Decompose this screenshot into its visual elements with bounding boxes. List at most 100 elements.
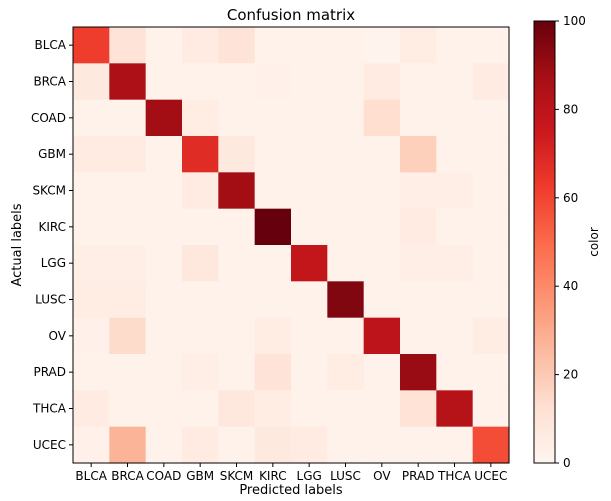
heatmap-cell-ucec-coad: [145, 426, 183, 464]
x-tick-label-blca: BLCA: [75, 469, 107, 483]
x-tick-label-brca: BRCA: [111, 469, 144, 483]
heatmap-cell-coad-thca: [436, 99, 474, 137]
heatmap-cell-lusc-lgg: [291, 281, 328, 319]
heatmap-cell-ov-ucec: [472, 317, 510, 355]
heatmap-cell-ucec-ov: [363, 426, 401, 464]
heatmap-cell-ucec-thca: [436, 426, 474, 464]
heatmap-cell-thca-gbm: [182, 390, 219, 428]
heatmap-cell-ucec-kirc: [254, 426, 292, 464]
heatmap-cell-ov-prad: [400, 317, 437, 355]
heatmap-cell-prad-lusc: [327, 354, 365, 391]
x-tick-label-skcm: SKCM: [220, 469, 254, 483]
x-axis-ticks: BLCA BRCA COAD GBM SKCM KIRC LGG LUSC OV PRAD THCA…: [75, 463, 507, 483]
heatmap-cell-prad-brca: [109, 354, 147, 391]
heatmap-cell-thca-prad: [400, 390, 437, 428]
chart-title: Confusion matrix: [227, 6, 355, 24]
y-tick-label-ucec: UCEC: [33, 438, 66, 452]
heatmap-cell-coad-lgg: [291, 99, 328, 137]
colorbar-tick-label-60: 60: [563, 191, 578, 205]
heatmap-cell-lgg-skcm: [218, 245, 256, 282]
heatmap-cell-kirc-coad: [145, 208, 183, 246]
y-tick-label-blca: BLCA: [34, 38, 66, 52]
heatmap-cell-brca-blca: [73, 63, 110, 101]
heatmap-cell-gbm-prad: [400, 136, 437, 173]
heatmap-cell-lusc-kirc: [254, 281, 292, 319]
heatmap-cell-coad-prad: [400, 99, 437, 137]
heatmap-cell-kirc-kirc: [254, 208, 292, 246]
heatmap-cell-kirc-skcm: [218, 208, 256, 246]
heatmap-cell-gbm-coad: [145, 136, 183, 173]
heatmap-cell-blca-lgg: [291, 27, 328, 64]
heatmap-cell-skcm-lgg: [291, 172, 328, 210]
heatmap-cell-thca-coad: [145, 390, 183, 428]
heatmap-cell-lgg-coad: [145, 245, 183, 282]
heatmap-cell-blca-skcm: [218, 27, 256, 64]
heatmap-cell-prad-skcm: [218, 354, 256, 391]
heatmap-cell-skcm-skcm: [218, 172, 256, 210]
heatmap-cell-coad-brca: [109, 99, 147, 137]
heatmap-cell-ov-coad: [145, 317, 183, 355]
heatmap-cell-prad-gbm: [182, 354, 219, 391]
x-tick-label-ucec: UCEC: [474, 469, 507, 483]
x-tick-label-thca: THCA: [437, 469, 472, 483]
heatmap-cell-blca-kirc: [254, 27, 292, 64]
heatmap-cell-lgg-lusc: [327, 245, 365, 282]
x-tick-label-lgg: LGG: [297, 469, 322, 483]
heatmap-cell-brca-lgg: [291, 63, 328, 101]
heatmap-cell-ov-gbm: [182, 317, 219, 355]
heatmap-cell-ov-lusc: [327, 317, 365, 355]
heatmap-cell-thca-blca: [73, 390, 110, 428]
heatmap-cell-coad-ucec: [472, 99, 510, 137]
heatmap-cell-coad-blca: [73, 99, 110, 137]
colorbar: [533, 20, 556, 464]
heatmap-cell-brca-ucec: [472, 63, 510, 101]
heatmap-cell-thca-ucec: [472, 390, 510, 428]
y-tick-label-kirc: KIRC: [38, 220, 66, 234]
colorbar-tick-label-20: 20: [563, 368, 578, 382]
y-tick-label-lusc: LUSC: [35, 293, 66, 307]
heatmap-cell-skcm-kirc: [254, 172, 292, 210]
heatmap-cell-ucec-blca: [73, 426, 110, 464]
heatmap-cell-skcm-gbm: [182, 172, 219, 210]
heatmap-cell-ov-brca: [109, 317, 147, 355]
heatmap-cell-brca-brca: [109, 63, 147, 101]
heatmap-cell-blca-ov: [363, 27, 401, 64]
heatmap-cell-kirc-blca: [73, 208, 110, 246]
heatmap-cell-brca-kirc: [254, 63, 292, 101]
heatmap-cell-lusc-brca: [109, 281, 147, 319]
heatmap-cell-lusc-thca: [436, 281, 474, 319]
heatmap-cell-blca-gbm: [182, 27, 219, 64]
heatmap-cell-thca-skcm: [218, 390, 256, 428]
plot-frame: [72, 26, 510, 464]
heatmap-cell-lgg-ucec: [472, 245, 510, 282]
heatmap-cell-skcm-ov: [363, 172, 401, 210]
heatmap-cell-gbm-lgg: [291, 136, 328, 173]
heatmap-cell-lusc-blca: [73, 281, 110, 319]
heatmap-cell-lusc-coad: [145, 281, 183, 319]
heatmap-cell-ov-skcm: [218, 317, 256, 355]
heatmap-cell-kirc-gbm: [182, 208, 219, 246]
colorbar-tick-label-40: 40: [563, 279, 578, 293]
heatmap-cell-ucec-lgg: [291, 426, 328, 464]
heatmap-cell-prad-blca: [73, 354, 110, 391]
heatmap-cell-ucec-brca: [109, 426, 147, 464]
heatmap-cell-blca-thca: [436, 27, 474, 64]
heatmap-cell-blca-prad: [400, 27, 437, 64]
heatmap-cell-thca-lgg: [291, 390, 328, 428]
y-tick-label-coad: COAD: [31, 111, 66, 125]
heatmap-cell-ov-blca: [73, 317, 110, 355]
heatmap-cell-kirc-lusc: [327, 208, 365, 246]
colorbar-tick-label-0: 0: [563, 456, 571, 470]
x-tick-label-coad: COAD: [146, 469, 181, 483]
heatmap-cell-lusc-lusc: [327, 281, 365, 319]
heatmap-cell-ov-thca: [436, 317, 474, 355]
heatmap-cell-kirc-ucec: [472, 208, 510, 246]
heatmap-cell-gbm-ov: [363, 136, 401, 173]
heatmap-cell-lusc-ov: [363, 281, 401, 319]
heatmap-cell-lusc-gbm: [182, 281, 219, 319]
heatmap-cell-coad-skcm: [218, 99, 256, 137]
heatmap-cell-skcm-brca: [109, 172, 147, 210]
heatmap-cell-coad-gbm: [182, 99, 219, 137]
heatmap-cell-lusc-prad: [400, 281, 437, 319]
colorbar-tick-label-80: 80: [563, 102, 578, 116]
